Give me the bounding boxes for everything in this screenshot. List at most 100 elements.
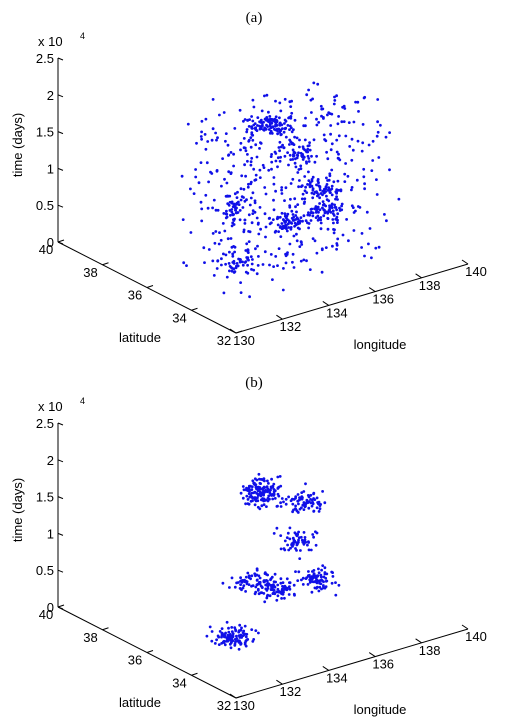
data-point xyxy=(321,200,325,204)
z-tick-label: 0 xyxy=(47,235,54,250)
data-point xyxy=(299,549,302,552)
data-point xyxy=(274,99,277,103)
data-point xyxy=(294,165,298,169)
data-point xyxy=(262,493,265,497)
data-point xyxy=(312,572,316,576)
data-point xyxy=(230,210,234,214)
data-point xyxy=(276,156,280,160)
data-point xyxy=(362,96,366,100)
data-point xyxy=(269,253,273,256)
data-point xyxy=(279,145,283,149)
data-point xyxy=(301,219,304,223)
data-point xyxy=(289,182,293,185)
data-point xyxy=(254,143,258,147)
data-point xyxy=(304,482,307,486)
data-point xyxy=(248,118,252,121)
data-point xyxy=(352,229,356,232)
data-point xyxy=(249,145,253,149)
data-point xyxy=(237,200,240,204)
data-point xyxy=(223,643,227,647)
data-point xyxy=(325,176,328,180)
z-tick xyxy=(57,459,64,463)
data-point xyxy=(246,153,249,156)
data-point xyxy=(223,229,227,233)
data-point xyxy=(272,182,276,186)
lon-tick xyxy=(322,300,330,306)
data-point xyxy=(294,214,298,217)
data-point xyxy=(244,575,248,579)
data-point xyxy=(326,113,329,117)
lon-tick-label: 134 xyxy=(326,670,348,685)
data-point xyxy=(291,536,295,540)
data-point xyxy=(347,121,351,124)
lat-tick xyxy=(102,262,109,266)
data-point xyxy=(234,266,238,270)
data-point xyxy=(285,229,289,233)
data-point xyxy=(243,624,247,628)
z-tick-label: 0.5 xyxy=(36,198,54,213)
data-point xyxy=(293,135,296,139)
data-point xyxy=(344,134,348,138)
lon-tick xyxy=(415,273,422,279)
data-point xyxy=(352,120,356,124)
data-point xyxy=(280,186,284,189)
data-point xyxy=(296,226,300,230)
data-point xyxy=(276,504,279,508)
lat-tick-label: 38 xyxy=(83,630,97,645)
data-point xyxy=(222,291,226,295)
data-point xyxy=(250,221,254,225)
data-point xyxy=(363,254,366,258)
data-point xyxy=(252,105,256,109)
data-point xyxy=(256,264,260,267)
data-point xyxy=(311,502,315,506)
data-point xyxy=(368,227,372,230)
z-multiplier-exponent: 4 xyxy=(80,396,85,406)
data-point xyxy=(306,221,309,225)
data-point xyxy=(294,223,298,227)
data-point xyxy=(246,571,250,575)
data-point xyxy=(259,118,263,122)
data-point xyxy=(263,600,267,604)
data-point xyxy=(308,213,311,217)
data-point xyxy=(250,133,254,136)
data-point xyxy=(300,506,303,510)
data-point xyxy=(244,249,248,252)
data-point xyxy=(315,209,318,213)
data-point xyxy=(309,501,313,505)
data-point xyxy=(325,572,329,576)
data-point xyxy=(350,204,354,208)
data-point xyxy=(286,543,289,547)
data-point xyxy=(303,189,307,193)
data-point xyxy=(288,526,292,530)
data-point xyxy=(329,132,332,136)
lat-tick-label: 32 xyxy=(217,698,231,713)
data-point xyxy=(311,97,314,101)
data-point xyxy=(258,147,261,150)
data-point xyxy=(246,119,249,122)
data-point xyxy=(210,639,214,643)
data-point xyxy=(200,207,204,211)
data-point xyxy=(272,591,275,594)
data-point xyxy=(275,526,279,530)
data-point xyxy=(253,210,257,214)
data-point xyxy=(279,155,282,159)
data-point xyxy=(319,104,323,108)
data-point xyxy=(288,537,292,541)
data-point xyxy=(185,264,188,267)
data-point xyxy=(271,278,274,281)
data-point xyxy=(220,631,224,635)
data-point xyxy=(332,102,336,106)
data-point xyxy=(285,214,289,218)
data-point xyxy=(225,209,228,213)
data-point xyxy=(200,130,204,134)
data-point xyxy=(334,593,338,597)
data-point xyxy=(280,222,284,225)
data-point xyxy=(277,230,280,234)
z-tick xyxy=(57,57,64,61)
data-point xyxy=(273,127,276,131)
data-point xyxy=(367,242,370,246)
data-point xyxy=(281,581,285,584)
data-point xyxy=(262,166,266,170)
data-point xyxy=(293,161,297,165)
data-point xyxy=(324,185,328,188)
